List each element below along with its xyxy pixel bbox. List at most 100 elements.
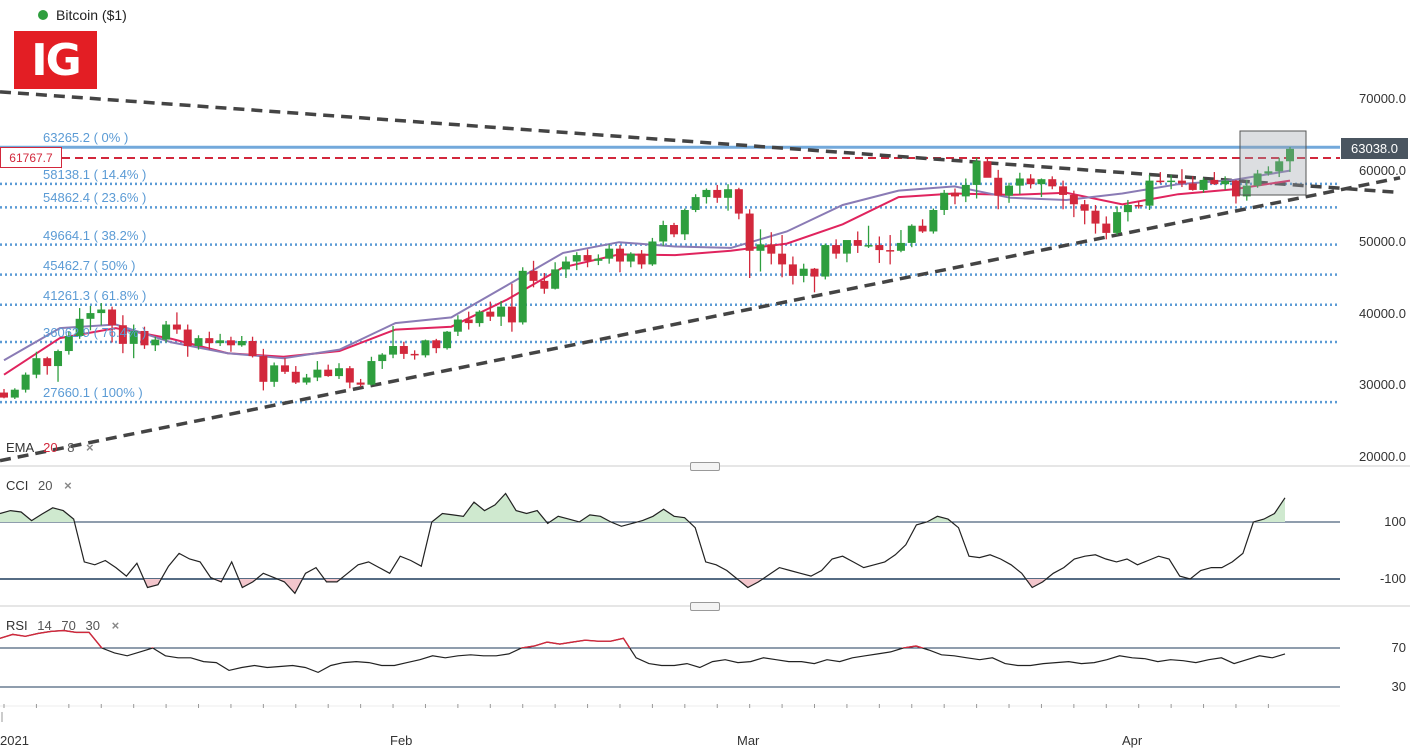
current-price-badge: 63038.0	[1341, 138, 1408, 159]
ema-period-20: 20	[43, 440, 58, 455]
candle-body	[1210, 179, 1219, 185]
candle-body	[248, 341, 257, 357]
candle-body	[529, 270, 538, 281]
pane-resize-handle-cci[interactable]	[690, 602, 720, 611]
candle-body	[291, 371, 300, 383]
candle-body	[453, 319, 462, 332]
ema-indicator-label[interactable]: EMA 20 8 ×	[6, 440, 94, 455]
candle-body	[1231, 180, 1240, 197]
rsi-name: RSI	[6, 618, 28, 633]
candle-body	[551, 269, 560, 289]
candle-body	[118, 325, 127, 344]
candle-body	[702, 189, 711, 198]
candle-body	[648, 241, 657, 265]
candle-body	[75, 318, 84, 336]
candle-body	[1275, 161, 1284, 172]
candle-body	[832, 245, 841, 254]
descending-trendline	[0, 90, 1401, 195]
candle-body	[302, 377, 311, 383]
cci-indicator-label[interactable]: CCI 20 ×	[6, 478, 72, 493]
cci-line	[0, 492, 1286, 595]
candle-body	[886, 250, 895, 252]
candle-body	[821, 245, 830, 277]
candle-body	[1059, 186, 1068, 195]
candle-body	[1113, 212, 1122, 233]
fibonacci-level-label: 45462.7 ( 50% )	[43, 257, 136, 273]
price-axis-tick: 70000.0	[1359, 91, 1406, 106]
candle-body	[1221, 180, 1230, 185]
ema-period-8: 8	[67, 440, 75, 455]
candle-body	[734, 189, 743, 214]
cci-remove-icon[interactable]: ×	[64, 478, 72, 493]
candle-body	[345, 368, 354, 383]
candle-body	[1037, 179, 1046, 185]
candle-body	[1134, 204, 1143, 207]
candle-body	[778, 253, 787, 265]
candle-body	[940, 192, 949, 210]
candle-body	[950, 192, 959, 197]
highlight-box	[1239, 130, 1307, 196]
candle-body	[151, 339, 160, 346]
candle-body	[561, 261, 570, 270]
candle-body	[0, 392, 8, 398]
pane-resize-handle-main[interactable]	[690, 462, 720, 471]
candle-body	[64, 335, 73, 352]
candle-body	[788, 264, 797, 276]
candle-body	[929, 209, 938, 232]
candle-body	[226, 340, 235, 346]
ig-logo: IG	[14, 31, 97, 89]
candle-body	[129, 330, 138, 344]
candle-body	[756, 244, 765, 251]
price-axis-tick: 30000.0	[1359, 377, 1406, 393]
candle-body	[1015, 178, 1024, 186]
candle-body	[1177, 180, 1186, 184]
candle-body	[259, 356, 268, 382]
instrument-name: Bitcoin ($1)	[56, 7, 127, 23]
candle-body	[767, 244, 776, 254]
fibonacci-level-label: 41261.3 ( 61.8% )	[43, 287, 147, 303]
ema-name: EMA	[6, 440, 34, 455]
resistance-level-badge: 61767.7	[0, 147, 62, 168]
rsi-line	[0, 629, 1286, 674]
rsi-axis-tick: 70	[1391, 640, 1406, 655]
candle-body	[1091, 210, 1100, 224]
price-axis-tick: 50000.0	[1359, 234, 1406, 250]
rsi-indicator-label[interactable]: RSI 14 70 30 ×	[6, 618, 119, 633]
candle-body	[594, 258, 603, 261]
candle-body	[356, 382, 365, 385]
rsi-remove-icon[interactable]: ×	[111, 618, 120, 633]
candle-body	[853, 240, 862, 246]
candle-body	[518, 270, 527, 323]
candle-body	[605, 248, 614, 259]
fibonacci-level-label: 36062.9 ( 76.4% )	[43, 324, 147, 340]
candle-body	[1253, 173, 1262, 186]
candle-body	[270, 365, 279, 382]
price-axis-tick: 20000.0	[1359, 449, 1406, 464]
candle-body	[637, 253, 646, 265]
candle-body	[54, 351, 63, 367]
ema-remove-icon[interactable]: ×	[86, 440, 94, 455]
candle-body	[10, 389, 19, 398]
instrument-status-dot	[38, 10, 48, 20]
candle-body	[842, 240, 851, 254]
candle-body	[399, 346, 408, 354]
candle-body	[1069, 194, 1078, 205]
candle-body	[1242, 185, 1251, 197]
rsi-axis-tick: 30	[1391, 679, 1406, 694]
candle-body	[896, 242, 905, 251]
candle-body	[140, 330, 149, 346]
candle-body	[21, 374, 30, 390]
time-axis-label: Mar	[737, 733, 760, 748]
candle-body	[237, 341, 246, 346]
fibonacci-level-label: 63265.2 ( 0% )	[43, 130, 129, 146]
time-axis-label: 2021	[0, 733, 29, 748]
candle-body	[280, 365, 289, 372]
instrument-header[interactable]: Bitcoin ($1)	[38, 7, 127, 23]
candle-body	[918, 225, 927, 232]
candle-body	[313, 369, 322, 378]
cci-axis-tick: -100	[1379, 571, 1406, 586]
candle-body	[1286, 148, 1294, 162]
ascending-trendline	[0, 176, 1401, 463]
candle-body	[378, 354, 387, 362]
